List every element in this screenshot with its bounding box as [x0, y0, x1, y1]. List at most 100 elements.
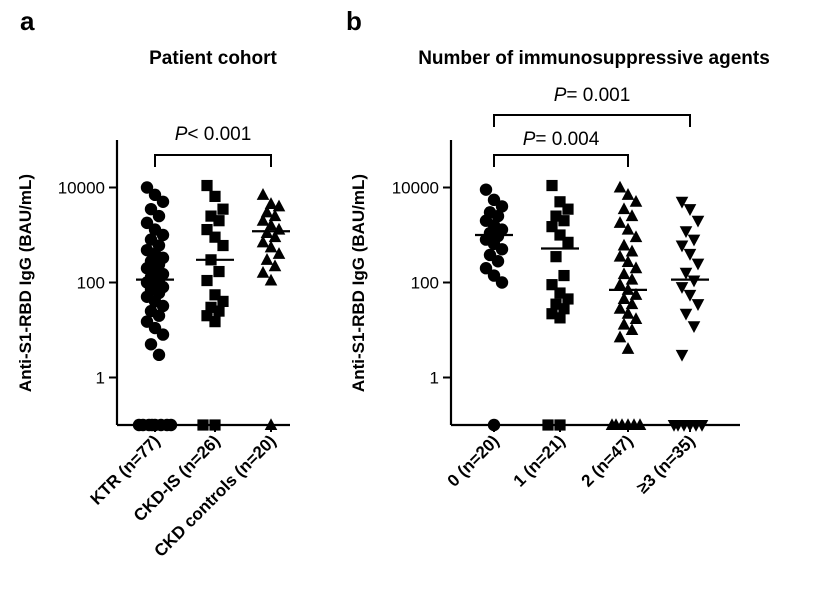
data-point-ckd-is-n-26	[213, 215, 225, 227]
data-point-ckd-is-n-26	[197, 419, 209, 431]
p-value-text: = 0.001	[566, 85, 630, 106]
data-point-ge3-n-35	[677, 420, 691, 432]
data-point-2-n-47	[617, 238, 631, 251]
data-point-ge3-n-35	[675, 196, 689, 209]
panel-a-title: Patient cohort	[149, 48, 277, 69]
data-point-2-n-47	[629, 312, 643, 325]
x-category-label-1-n-21: 1 (n=21)	[510, 431, 569, 490]
data-point-1-n-21	[562, 236, 574, 248]
data-point-ge3-n-35	[687, 321, 701, 334]
data-point-ge3-n-35	[679, 226, 693, 239]
y-tick-label: 10000	[58, 179, 105, 198]
data-point-2-n-47	[625, 323, 639, 335]
data-point-ckd-controls-n-20	[264, 418, 278, 430]
data-point-2-n-47	[621, 222, 635, 235]
data-point-ge3-n-35	[683, 289, 697, 302]
data-point-ckd-is-n-26	[201, 274, 213, 287]
data-point-0-n-20	[495, 243, 509, 256]
y-tick-label: 10000	[392, 179, 439, 198]
data-point-ckd-controls-n-20	[264, 273, 278, 286]
data-point-2-n-47	[627, 418, 641, 430]
data-point-ckd-controls-n-20	[264, 240, 278, 253]
data-point-ckd-is-n-26	[201, 223, 213, 236]
data-point-ge3-n-35	[667, 420, 681, 432]
data-point-2-n-47	[629, 194, 643, 207]
data-point-ckd-is-n-26	[217, 295, 229, 308]
data-point-ge3-n-35	[675, 282, 689, 294]
data-point-0-n-20	[495, 200, 509, 213]
data-point-1-n-21	[554, 312, 566, 324]
data-point-ge3-n-35	[683, 248, 697, 261]
data-point-0-n-20	[491, 255, 505, 268]
data-point-0-n-20	[479, 262, 493, 275]
data-point-ktr-n-77	[152, 309, 166, 322]
data-point-ktr-n-77	[144, 338, 158, 351]
data-point-2-n-47	[613, 249, 627, 262]
data-point-2-n-47	[617, 267, 631, 280]
data-point-ckd-controls-n-20	[272, 199, 286, 212]
data-point-ckd-controls-n-20	[256, 213, 270, 226]
data-point-ge3-n-35	[675, 349, 689, 362]
data-point-2-n-47	[613, 216, 627, 228]
p-value-label: P< 0.001	[175, 124, 252, 145]
data-point-ckd-controls-n-20	[256, 266, 270, 278]
data-point-ge3-n-35	[691, 299, 705, 311]
data-point-ge3-n-35	[691, 258, 705, 271]
data-point-1-n-21	[550, 298, 562, 310]
data-point-ckd-controls-n-20	[272, 247, 286, 259]
data-point-1-n-21	[558, 303, 570, 315]
data-point-ckd-controls-n-20	[256, 235, 270, 248]
data-point-ckd-controls-n-20	[268, 209, 282, 222]
data-point-2-n-47	[621, 342, 635, 354]
data-point-2-n-47	[617, 292, 631, 304]
data-point-ckd-is-n-26	[217, 239, 229, 252]
data-point-1-n-21	[562, 203, 574, 215]
data-point-ktr-n-77	[156, 195, 170, 208]
data-point-ckd-controls-n-20	[260, 205, 274, 218]
data-point-0-n-20	[487, 269, 501, 282]
y-tick-label: 1	[96, 369, 105, 388]
data-point-0-n-20	[479, 183, 493, 196]
data-point-2-n-47	[617, 202, 631, 215]
data-point-ckd-is-n-26	[201, 310, 213, 322]
data-point-1-n-21	[550, 251, 562, 263]
data-point-ktr-n-77	[145, 418, 159, 432]
data-point-2-n-47	[621, 255, 635, 268]
data-point-1-n-21	[546, 279, 558, 291]
data-point-ckd-controls-n-20	[264, 218, 278, 231]
x-category-label-0-n-20: 0 (n=20)	[444, 431, 503, 490]
data-point-1-n-21	[546, 221, 558, 233]
y-tick-label: 100	[411, 274, 439, 293]
y-tick-label: 100	[77, 274, 105, 293]
significance-bracket	[493, 114, 691, 127]
data-point-ckd-is-n-26	[213, 265, 225, 278]
data-point-2-n-47	[629, 288, 643, 300]
data-point-1-n-21	[546, 179, 558, 192]
data-point-2-n-47	[629, 230, 643, 243]
data-point-ge3-n-35	[691, 215, 705, 228]
data-point-ge3-n-35	[683, 204, 697, 216]
data-point-ge3-n-35	[679, 308, 693, 321]
data-point-ktr-n-77	[144, 202, 158, 216]
data-point-1-n-21	[554, 196, 566, 208]
data-point-1-n-21	[558, 269, 570, 282]
data-point-ge3-n-35	[687, 275, 701, 288]
panel-b-title: Number of immunosuppressive agents	[418, 48, 770, 69]
data-point-ckd-controls-n-20	[260, 253, 274, 265]
data-point-2-n-47	[621, 306, 635, 319]
data-point-1-n-21	[562, 293, 574, 305]
data-point-ckd-is-n-26	[209, 316, 221, 328]
data-point-ktr-n-77	[152, 209, 166, 223]
data-point-1-n-21	[542, 419, 554, 431]
data-point-2-n-47	[621, 188, 635, 200]
data-point-ktr-n-77	[156, 328, 170, 341]
p-value-symbol: P	[175, 124, 188, 145]
panel-b-plot: 1 100 10000 0 (n=20) 1 (n=21) 2 (n=47)≥3 (n=3…	[392, 85, 740, 497]
p-value-text: < 0.001	[187, 124, 251, 145]
data-point-ge3-n-35	[689, 420, 703, 432]
data-point-2-n-47	[625, 272, 639, 285]
data-point-2-n-47	[629, 261, 643, 274]
data-point-1-n-21	[550, 210, 562, 222]
